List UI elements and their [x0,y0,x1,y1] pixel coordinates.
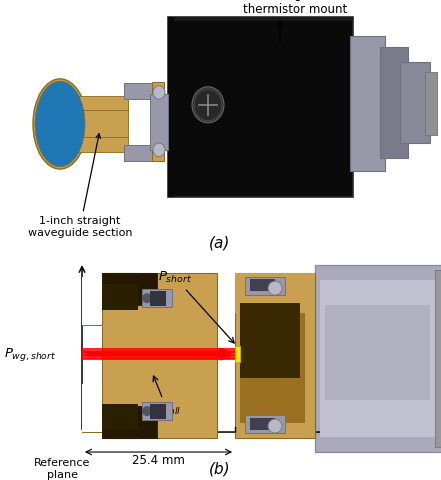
Circle shape [192,87,224,123]
Text: 1-inch straight
waveguide section: 1-inch straight waveguide section [28,134,132,238]
Bar [245,415,285,433]
Bar [235,273,315,438]
Bar [102,273,157,305]
Bar [102,388,140,438]
Bar [124,84,152,99]
Circle shape [194,89,222,120]
Bar [250,418,275,430]
Text: 25.4 mm: 25.4 mm [132,454,185,467]
Circle shape [142,293,152,303]
Bar [60,136,128,152]
Text: (a): (a) [209,235,231,250]
Bar [117,322,185,384]
Bar [235,273,315,313]
Ellipse shape [35,81,85,167]
Bar [245,277,285,295]
Bar [102,273,140,320]
Bar [168,17,353,22]
Bar [102,273,217,438]
Bar [102,404,138,430]
Circle shape [153,143,165,156]
Bar [380,48,408,158]
Bar [325,305,430,400]
Bar [250,279,275,291]
Bar [425,72,437,135]
Bar [350,36,385,171]
Bar [124,145,152,161]
Bar [142,402,172,420]
Bar [150,94,168,150]
Bar [60,96,128,111]
Bar [82,384,140,432]
Text: (b): (b) [209,461,231,476]
Text: z: z [435,426,441,439]
Bar [240,303,300,378]
Text: $P_{wg, short}$: $P_{wg, short}$ [4,346,56,362]
Circle shape [142,406,152,416]
Bar [102,322,140,384]
Bar [102,406,157,438]
Bar [320,280,441,437]
Circle shape [268,281,282,295]
Bar [82,384,102,432]
Bar [435,270,441,447]
Circle shape [268,419,282,433]
Bar [150,404,166,419]
Text: $P_{short}$: $P_{short}$ [158,270,234,343]
Bar [400,62,430,143]
Bar [82,277,102,325]
Bar [82,277,140,325]
Circle shape [153,85,165,99]
Text: $P_{wall}$: $P_{wall}$ [153,376,181,417]
Bar [168,17,353,197]
Bar [102,284,138,310]
Text: Reference
plane: Reference plane [34,458,90,480]
Bar [152,82,164,161]
Bar [235,346,240,362]
Bar [60,110,128,137]
Bar [168,17,174,197]
Bar [240,283,305,423]
Bar [150,291,166,306]
Ellipse shape [33,79,87,169]
Ellipse shape [51,108,69,140]
Bar [315,265,441,452]
Bar [142,289,172,307]
Text: Waveguide
thermistor mount: Waveguide thermistor mount [243,0,347,16]
